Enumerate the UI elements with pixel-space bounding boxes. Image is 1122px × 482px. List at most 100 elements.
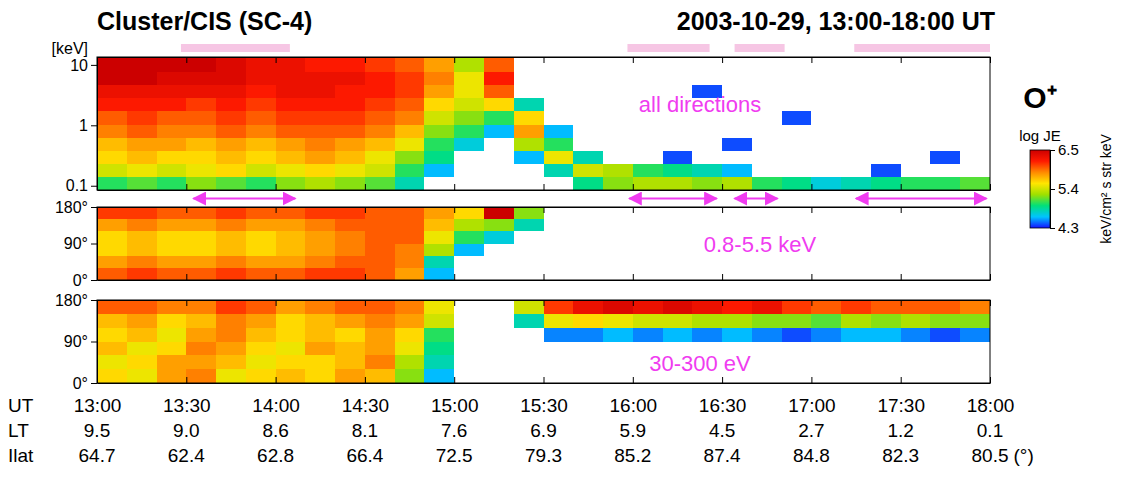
cell [395,57,425,72]
cell [365,314,395,328]
cell [365,300,395,314]
cell [127,342,157,356]
cell [335,256,365,268]
tick [633,300,634,306]
tick-label: 14:00 [252,395,300,416]
cell [276,300,306,314]
cell [186,355,216,369]
highlight [627,44,709,52]
tick-mark [722,377,723,383]
tick [901,57,902,63]
cells [97,300,990,383]
cell [335,300,365,314]
cell [97,300,127,314]
cell [692,300,722,314]
cell [157,151,187,164]
cell [365,72,395,85]
tick [990,57,991,63]
panel-frame [97,57,990,190]
cell [157,300,187,314]
cell [157,125,187,138]
tick: 4.3 [1050,219,1079,236]
cell [157,355,187,369]
ephemeris-value: 8.6 [262,420,288,441]
cell [97,328,127,342]
cell [305,177,335,190]
cell [186,125,216,138]
cell [663,177,693,190]
tick-mark [811,300,812,306]
tick [186,207,187,213]
tick [722,57,723,63]
tick [811,274,812,280]
tick: 13:30 [163,377,211,416]
cell [97,125,127,138]
cell [960,300,990,314]
tick: 0.1 [66,177,97,194]
cell [930,151,960,164]
tick [454,300,455,306]
tick-mark [454,300,455,306]
tick-label: 180° [55,199,88,216]
cell [186,177,216,190]
cell [97,314,127,328]
cell [127,98,157,111]
tick-mark [276,377,277,383]
cell [97,57,127,72]
tick: 15:30 [520,377,568,416]
cell [484,207,514,219]
cell [305,125,335,138]
tick [901,184,902,190]
tick [365,184,366,190]
colorbar-title: log JE [1019,127,1061,144]
tick [454,207,455,213]
tick-label: 1 [79,117,88,134]
tick [97,300,98,306]
tick-mark [811,274,812,280]
cell [871,164,901,177]
cell [216,57,246,72]
cell [663,151,693,164]
tick: 18:00 [967,377,1015,416]
cell [752,314,782,328]
tick-mark [276,57,277,63]
x-axis-line [98,383,991,384]
tick-label: 13:30 [163,395,211,416]
tick-label: 15:00 [431,395,479,416]
cell [127,244,157,256]
cell [454,125,484,138]
cell [424,355,454,369]
cell [395,98,425,111]
tick [365,300,366,306]
cell [216,164,246,177]
cell [305,268,335,280]
y-axis-line [97,208,98,281]
cell [573,151,603,164]
cell [186,111,216,125]
tick-label: 90° [64,333,88,350]
cell [246,314,276,328]
cell [157,57,187,72]
tick-label: 15:30 [520,395,568,416]
tick-mark [91,383,97,384]
cell [365,85,395,98]
cell [335,328,365,342]
cell [365,342,395,356]
cell [692,328,722,342]
ephemeris-name: Ilat [8,445,34,466]
cell [930,328,960,342]
tick-mark [901,377,902,383]
tick-mark [454,57,455,63]
cell [692,314,722,328]
cell [454,244,484,256]
cell [305,219,335,231]
cell [305,85,335,98]
cell [514,98,544,111]
tick [633,274,634,280]
tick-mark [365,57,366,63]
cell [305,207,335,219]
tick-label: 16:00 [610,395,658,416]
highlight [735,44,785,52]
cell [157,244,187,256]
cell [305,138,335,151]
